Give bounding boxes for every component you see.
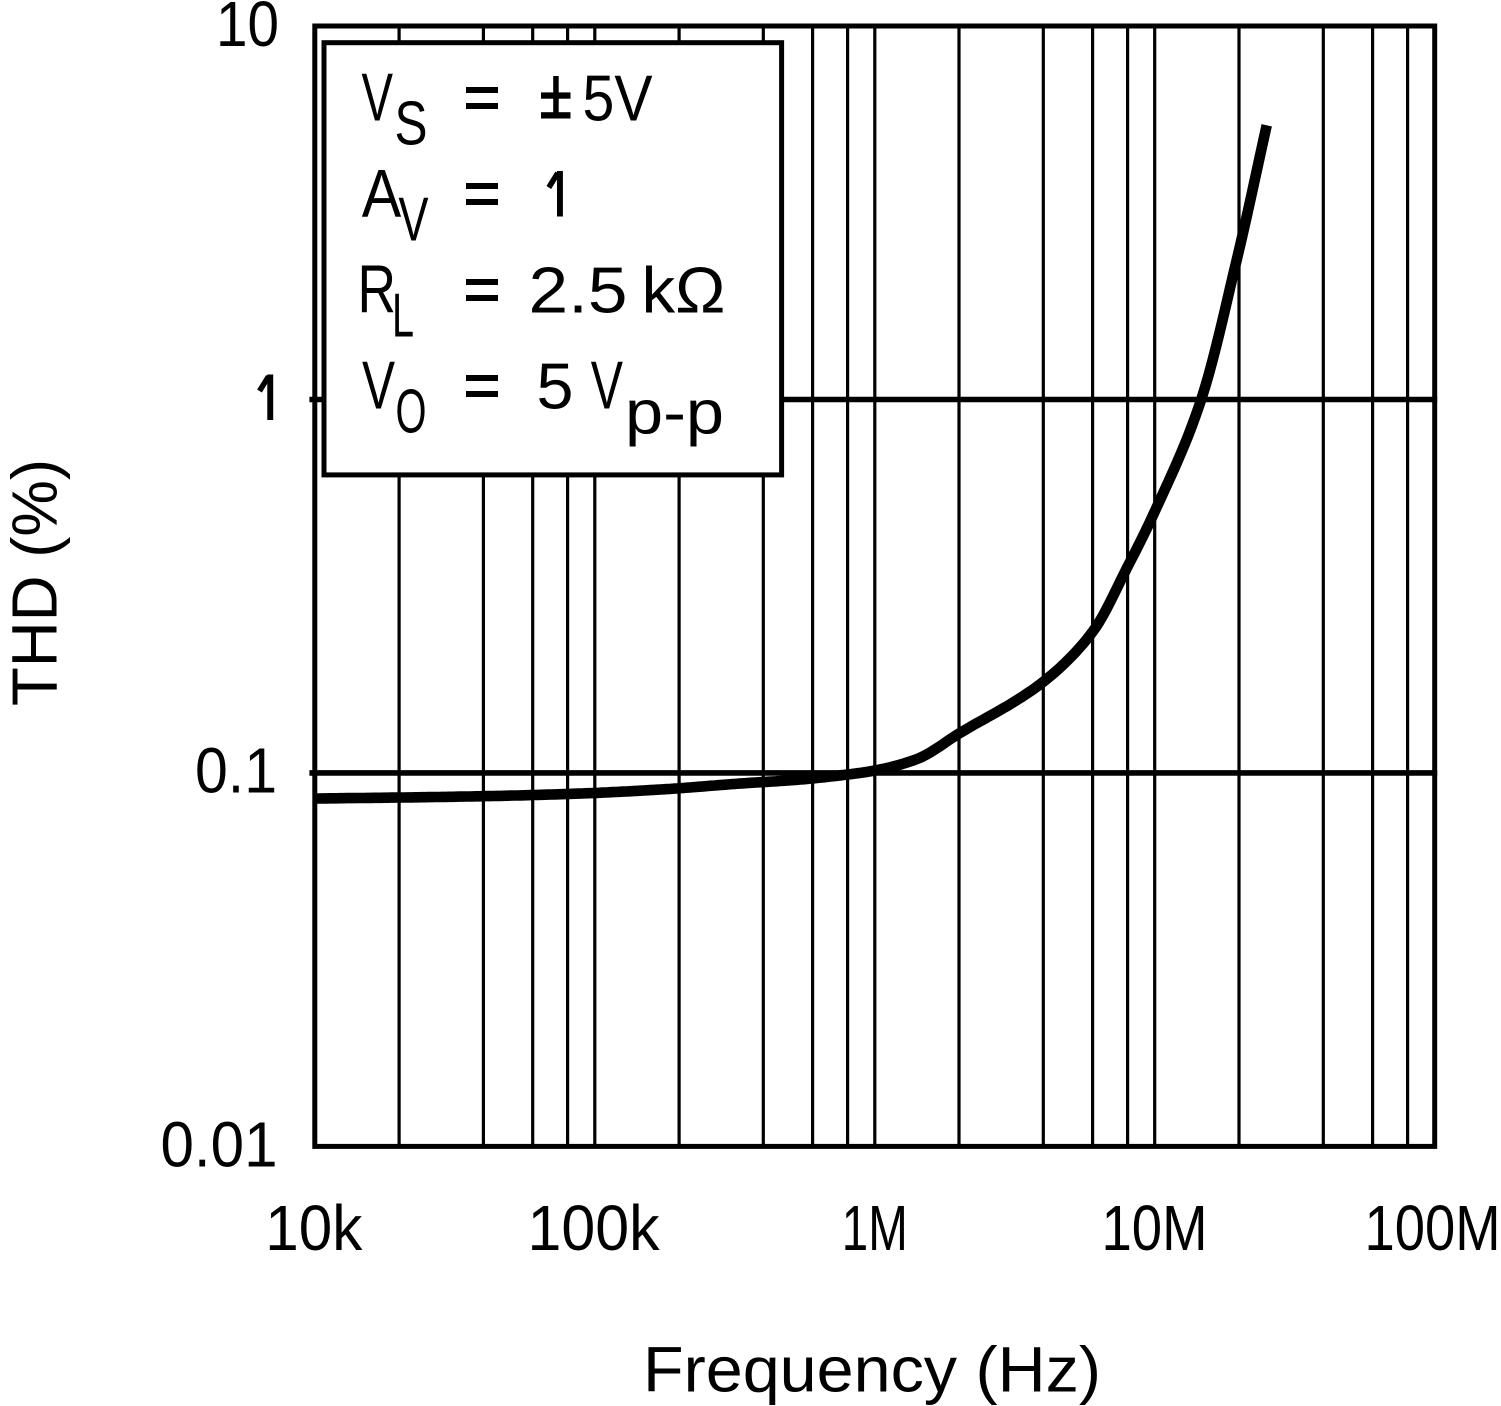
svg-text:0.01: 0.01	[161, 1108, 278, 1180]
svg-text:V: V	[362, 348, 395, 424]
svg-text:p-p: p-p	[625, 379, 724, 448]
svg-text:5: 5	[537, 350, 574, 423]
svg-text:V: V	[362, 60, 394, 136]
svg-text:A: A	[362, 156, 402, 232]
svg-text:100k: 100k	[528, 1192, 661, 1264]
svg-text:10: 10	[216, 0, 279, 60]
svg-text:1M: 1M	[842, 1192, 908, 1264]
svg-text:Frequency (Hz): Frequency (Hz)	[643, 1334, 1101, 1406]
svg-text:10M: 10M	[1102, 1192, 1208, 1264]
svg-text:0.1: 0.1	[195, 735, 277, 807]
svg-text:THD (%): THD (%)	[0, 459, 71, 706]
svg-text:100M: 100M	[1365, 1192, 1501, 1264]
svg-text:R: R	[358, 252, 397, 328]
svg-text:L: L	[392, 282, 414, 351]
svg-text:2.5: 2.5	[529, 254, 628, 327]
svg-text:10k: 10k	[265, 1192, 363, 1264]
svg-text:V: V	[591, 348, 624, 424]
svg-text:5V: 5V	[583, 62, 654, 135]
svg-text:kΩ: kΩ	[642, 254, 726, 327]
svg-text:V: V	[399, 186, 429, 255]
svg-text:S: S	[395, 90, 428, 159]
svg-text:O: O	[396, 378, 427, 447]
